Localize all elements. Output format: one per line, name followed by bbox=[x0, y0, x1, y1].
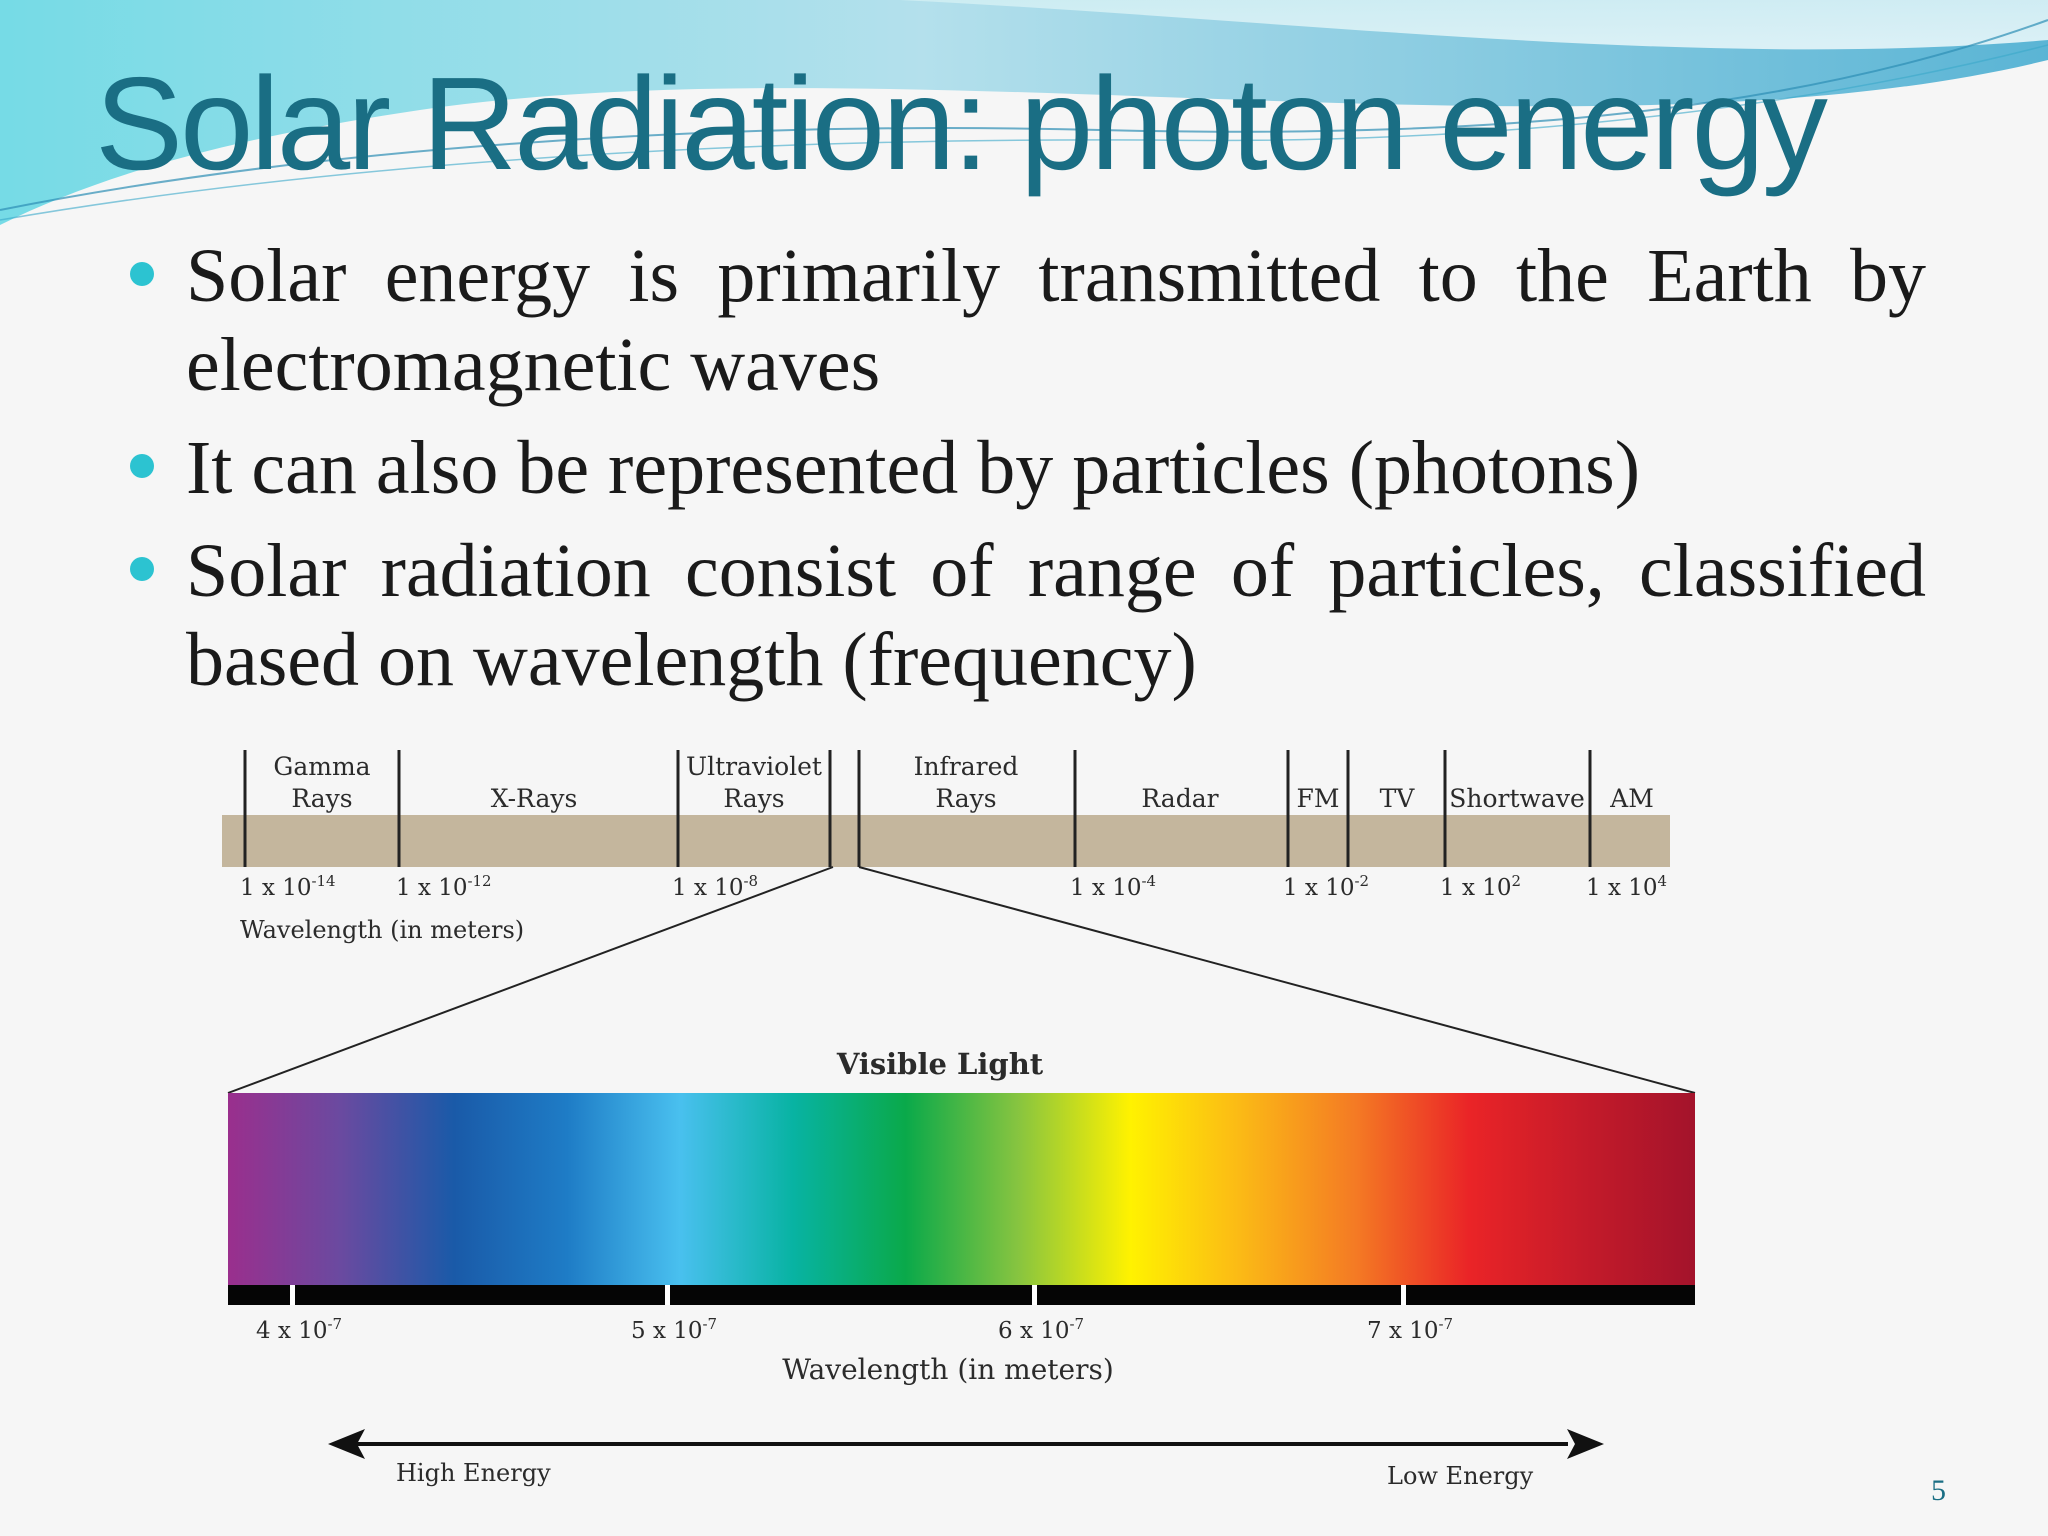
em-band-label: Gamma bbox=[273, 752, 370, 781]
bullet-icon bbox=[130, 262, 154, 286]
visible-tick-label-base: 4 x 10 bbox=[256, 1318, 328, 1344]
em-tick-label-exponent: -4 bbox=[1142, 872, 1157, 890]
em-tick-label-base: 1 x 10 bbox=[1440, 875, 1512, 901]
em-tick-label: 1 x 10-8 bbox=[672, 872, 758, 901]
visible-light-title: Visible Light bbox=[836, 1047, 1044, 1081]
em-band-label: TV bbox=[1380, 784, 1416, 813]
em-tick-label-base: 1 x 10 bbox=[672, 875, 744, 901]
em-band-label: Ultraviolet bbox=[686, 752, 822, 781]
bullet-text: It can also be represented by particles … bbox=[186, 426, 1641, 510]
bullet-text: Solar radiation consist of range of part… bbox=[186, 529, 1926, 702]
em-tick-label: 1 x 104 bbox=[1586, 872, 1667, 901]
em-tick-label: 1 x 102 bbox=[1440, 872, 1521, 901]
visible-tick-label-exponent: -7 bbox=[1439, 1315, 1454, 1333]
em-tick-label-base: 1 x 10 bbox=[396, 875, 468, 901]
visible-tick-label: 6 x 10-7 bbox=[998, 1315, 1084, 1344]
visible-spectrum-bar bbox=[228, 1093, 1695, 1285]
em-band-label: Shortwave bbox=[1449, 784, 1585, 813]
em-tick-label-exponent: 2 bbox=[1512, 872, 1522, 890]
em-band-label: Infrared bbox=[914, 752, 1019, 781]
visible-tick-label-base: 7 x 10 bbox=[1367, 1318, 1439, 1344]
visible-tick-label: 5 x 10-7 bbox=[631, 1315, 717, 1344]
energy-label-high: High Energy bbox=[396, 1459, 551, 1487]
em-tick-label-exponent: -12 bbox=[468, 872, 492, 890]
bullet-icon bbox=[130, 454, 154, 478]
em-tick-label-base: 1 x 10 bbox=[240, 875, 312, 901]
em-band-label: Rays bbox=[935, 784, 996, 813]
page-number: 5 bbox=[1931, 1474, 1946, 1507]
bullet-item: Solar energy is primarily transmitted to… bbox=[130, 232, 1926, 410]
em-band-label: FM bbox=[1297, 784, 1340, 813]
visible-axis-strip bbox=[228, 1285, 1695, 1305]
right-arrow-icon bbox=[1567, 1429, 1604, 1459]
visible-axis-label: Wavelength (in meters) bbox=[782, 1353, 1114, 1386]
bullet-item: Solar radiation consist of range of part… bbox=[130, 527, 1926, 705]
em-band-label: X-Rays bbox=[491, 784, 578, 813]
visible-tick-label-exponent: -7 bbox=[703, 1315, 718, 1333]
visible-tick-label-exponent: -7 bbox=[1070, 1315, 1085, 1333]
bullet-icon bbox=[130, 557, 154, 581]
em-axis-label: Wavelength (in meters) bbox=[240, 916, 524, 944]
visible-tick-mark bbox=[1032, 1285, 1037, 1305]
em-tick-label-exponent: -2 bbox=[1355, 872, 1370, 890]
left-arrow-icon bbox=[328, 1429, 365, 1459]
em-tick-label: 1 x 10-14 bbox=[240, 872, 336, 901]
zoom-line-left bbox=[227, 866, 834, 1094]
em-tick-label-base: 1 x 10 bbox=[1586, 875, 1658, 901]
em-tick-label: 1 x 10-4 bbox=[1070, 872, 1156, 901]
em-tick-label-exponent: -8 bbox=[744, 872, 759, 890]
em-band-label: Rays bbox=[723, 784, 784, 813]
visible-tick-label: 7 x 10-7 bbox=[1367, 1315, 1453, 1344]
em-band-label: AM bbox=[1609, 784, 1654, 813]
em-tick-label-exponent: 4 bbox=[1658, 872, 1668, 890]
em-tick-label: 1 x 10-12 bbox=[396, 872, 492, 901]
em-tick-label-base: 1 x 10 bbox=[1070, 875, 1142, 901]
visible-tick-mark bbox=[1401, 1285, 1406, 1305]
em-tick-label-exponent: -14 bbox=[312, 872, 336, 890]
em-band-bar bbox=[222, 815, 1670, 867]
em-tick-label-base: 1 x 10 bbox=[1283, 875, 1355, 901]
visible-tick-label-base: 6 x 10 bbox=[998, 1318, 1070, 1344]
em-band-label: Radar bbox=[1141, 784, 1218, 813]
energy-label-low: Low Energy bbox=[1387, 1462, 1534, 1490]
visible-tick-mark bbox=[290, 1285, 295, 1305]
page-title: Solar Radiation: photon energy bbox=[95, 50, 1828, 197]
visible-tick-label-base: 5 x 10 bbox=[631, 1318, 703, 1344]
bullet-text: Solar energy is primarily transmitted to… bbox=[186, 234, 1926, 407]
visible-tick-mark bbox=[665, 1285, 670, 1305]
zoom-line-right bbox=[858, 866, 1696, 1094]
visible-tick-label: 4 x 10-7 bbox=[256, 1315, 342, 1344]
em-tick-label: 1 x 10-2 bbox=[1283, 872, 1369, 901]
visible-tick-label-exponent: -7 bbox=[328, 1315, 343, 1333]
em-band-label: Rays bbox=[291, 784, 352, 813]
bullet-list: Solar energy is primarily transmitted to… bbox=[130, 232, 1926, 719]
bullet-item: It can also be represented by particles … bbox=[130, 424, 1926, 513]
